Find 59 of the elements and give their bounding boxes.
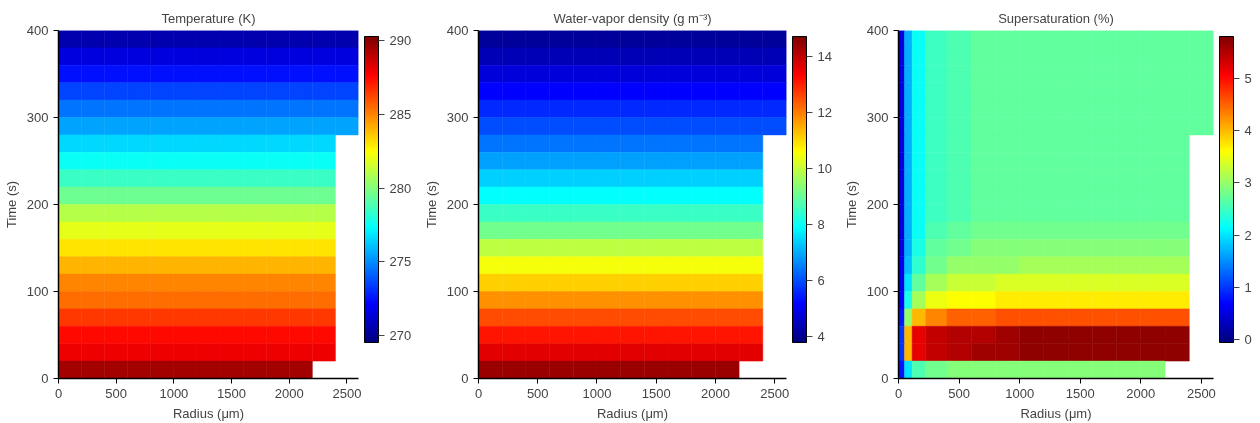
y-axis-title: Time (s) xyxy=(843,180,859,229)
color-bar-label: 270 xyxy=(389,327,412,343)
color-bar-label: 4 xyxy=(817,329,825,345)
color-bar-label: 285 xyxy=(389,106,412,122)
chart-title: Water-vapor density (g m⁻³) xyxy=(553,10,712,26)
color-bar-label: 0 xyxy=(1244,332,1252,348)
y-tick-label: 0 xyxy=(881,371,889,386)
x-tick-label: 0 xyxy=(474,385,483,401)
y-axis-title: Time (s) xyxy=(3,180,19,229)
y-tick-label: 200 xyxy=(866,197,889,212)
x-tick-label: 1500 xyxy=(641,385,671,401)
x-axis-title: Radius (μm) xyxy=(1020,405,1092,421)
color-bar-label: 275 xyxy=(389,254,412,270)
color-bar-label: 10 xyxy=(817,160,832,176)
color-bar-label: 3 xyxy=(1244,175,1252,191)
color-bar-label: 4 xyxy=(1244,123,1252,139)
y-tick-label: 300 xyxy=(446,110,469,125)
color-bar-label: 5 xyxy=(1244,70,1252,86)
y-tick-label: 0 xyxy=(41,371,49,386)
color-bar-label: 280 xyxy=(389,180,412,196)
x-tick-label: 500 xyxy=(526,385,549,401)
y-tick-label: 200 xyxy=(446,197,469,212)
color-bar-label: 290 xyxy=(389,33,412,49)
x-tick-label: 1500 xyxy=(1065,385,1095,401)
color-bar-label: 2 xyxy=(1244,227,1252,243)
color-bar-label: 8 xyxy=(817,217,825,233)
x-tick-label: 2000 xyxy=(1126,385,1156,401)
x-tick-label: 500 xyxy=(105,385,128,401)
x-tick-label: 2500 xyxy=(1186,385,1216,401)
x-tick-label: 500 xyxy=(948,385,970,401)
y-tick-label: 100 xyxy=(26,284,49,299)
x-tick-label: 1000 xyxy=(582,385,612,401)
x-tick-label: 1500 xyxy=(217,385,247,401)
x-tick-label: 2500 xyxy=(760,385,790,401)
x-tick-label: 2000 xyxy=(700,385,730,401)
y-tick-label: 300 xyxy=(26,110,49,125)
x-axis-title: Radius (μm) xyxy=(172,405,245,421)
chart-title: Supersaturation (%) xyxy=(998,10,1114,26)
x-tick-label: 1000 xyxy=(1005,385,1035,401)
y-axis-title: Time (s) xyxy=(423,180,439,229)
x-tick-label: 1000 xyxy=(159,385,189,401)
x-tick-label: 0 xyxy=(54,385,63,401)
y-tick-label: 300 xyxy=(866,110,889,125)
y-tick-label: 400 xyxy=(26,23,49,38)
y-tick-label: 100 xyxy=(866,284,889,299)
color-bar-label: 1 xyxy=(1244,280,1252,296)
x-tick-label: 2000 xyxy=(274,385,304,401)
y-tick-label: 0 xyxy=(461,371,469,386)
y-tick-label: 400 xyxy=(866,23,889,38)
x-axis-title: Radius (μm) xyxy=(596,405,669,421)
y-tick-label: 100 xyxy=(446,284,469,299)
color-bar-label: 12 xyxy=(817,104,832,120)
y-tick-label: 200 xyxy=(26,197,49,212)
color-bar-label: 6 xyxy=(817,273,825,289)
color-bar-label: 14 xyxy=(817,48,832,64)
y-tick-label: 400 xyxy=(446,23,469,38)
x-tick-label: 2500 xyxy=(332,385,362,401)
x-tick-label: 0 xyxy=(894,385,903,401)
chart-title: Temperature (K) xyxy=(161,10,256,26)
